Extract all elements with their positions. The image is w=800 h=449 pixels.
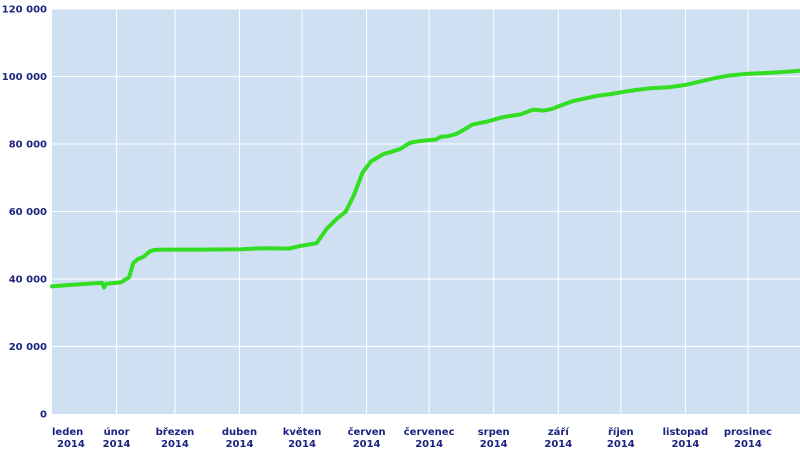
- grid-layer: [52, 8, 800, 414]
- y-tick-label: 0: [40, 410, 47, 421]
- x-tick-year-label: 2014: [671, 439, 699, 449]
- y-tick-label: 60 000: [9, 207, 47, 218]
- x-tick-year-label: 2014: [57, 439, 85, 449]
- x-tick-year-label: 2014: [544, 439, 572, 449]
- x-tick-month-label: duben: [222, 427, 257, 438]
- x-tick-month-label: listopad: [663, 427, 709, 438]
- y-tick-label: 40 000: [9, 275, 47, 286]
- x-tick-month-label: prosinec: [724, 427, 772, 438]
- x-tick-year-label: 2014: [103, 439, 131, 449]
- x-tick-month-label: červen: [348, 426, 386, 438]
- x-tick-year-label: 2014: [607, 439, 635, 449]
- x-tick-month-label: leden: [52, 427, 83, 438]
- x-tick-month-label: září: [548, 426, 570, 438]
- x-tick-month-label: březen: [156, 426, 195, 438]
- x-tick-year-label: 2014: [288, 439, 316, 449]
- x-tick-year-label: 2014: [415, 439, 443, 449]
- y-tick-label: 100 000: [2, 72, 47, 83]
- y-tick-label: 80 000: [9, 140, 47, 151]
- y-tick-label: 20 000: [9, 342, 47, 353]
- label-layer: 0 20 000 40 000 60 000 80 000 100 000 120 000 l…: [2, 5, 772, 449]
- x-tick-year-label: 2014: [353, 439, 381, 449]
- x-tick-year-label: 2014: [226, 439, 254, 449]
- x-tick-year-label: 2014: [161, 439, 189, 449]
- x-tick-month-label: květen: [283, 426, 322, 438]
- x-tick-year-label: 2014: [734, 439, 762, 449]
- x-tick-month-label: únor: [104, 426, 130, 438]
- y-tick-label: 120 000: [2, 5, 47, 16]
- x-tick-month-label: červenec: [404, 426, 455, 438]
- x-tick-month-label: říjen: [608, 426, 634, 438]
- x-tick-year-label: 2014: [480, 439, 508, 449]
- line-layer: [50, 68, 800, 290]
- x-tick-month-label: srpen: [478, 427, 510, 438]
